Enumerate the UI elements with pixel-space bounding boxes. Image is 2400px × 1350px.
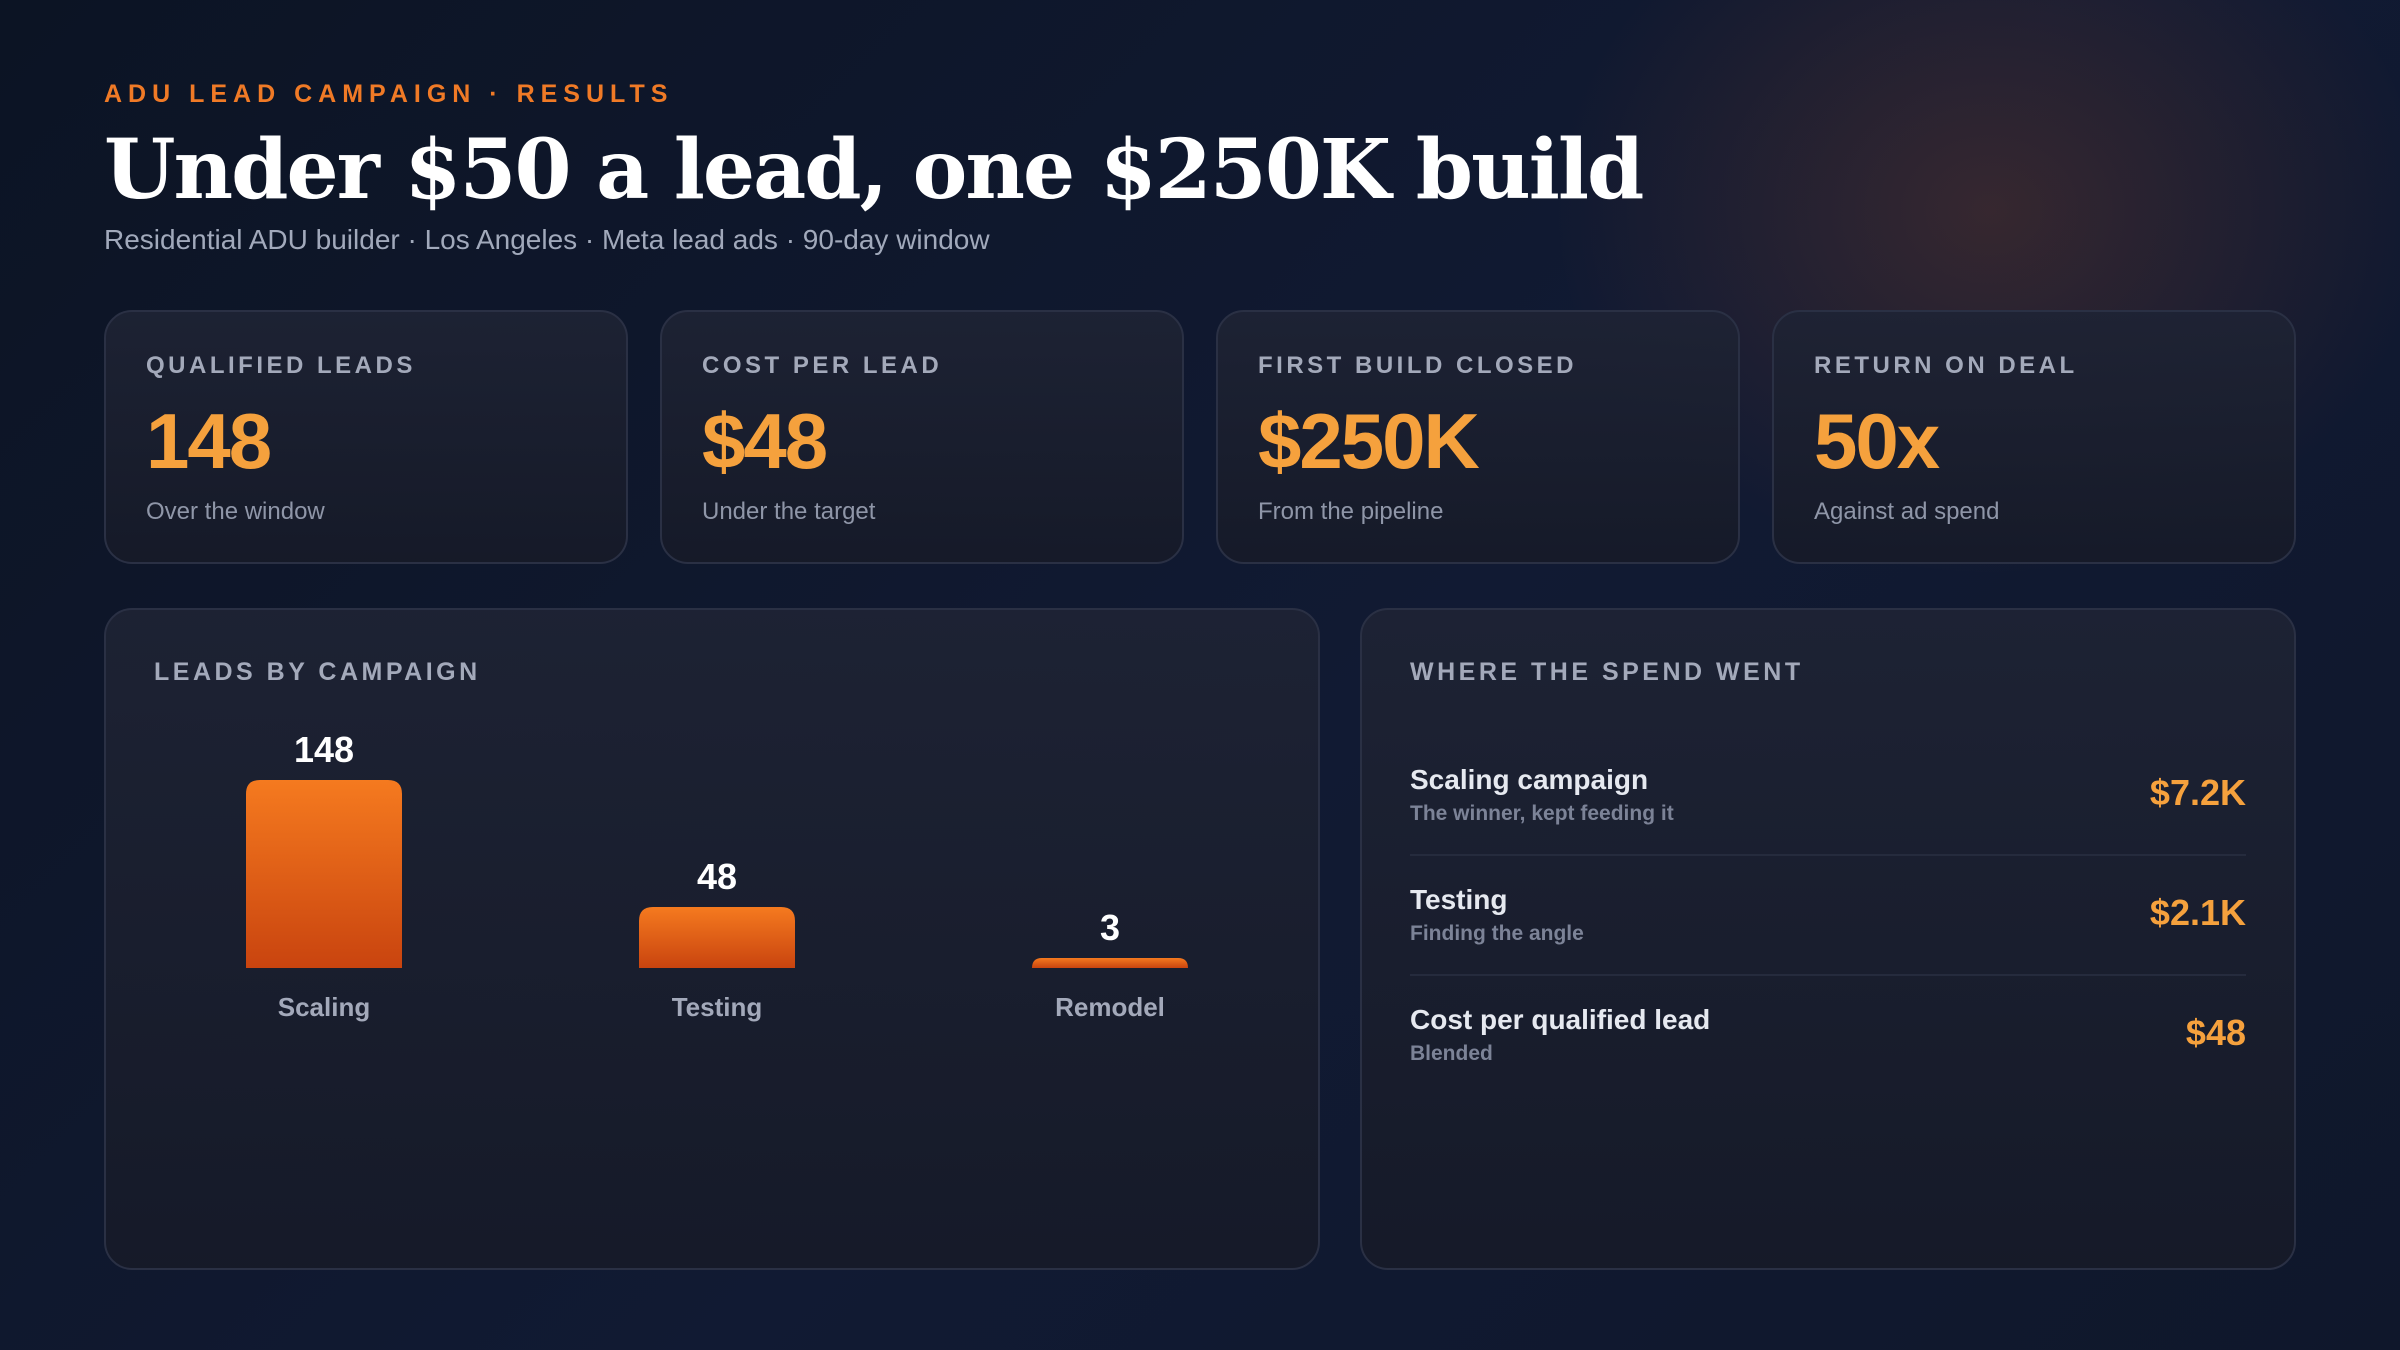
spend-row-note: Blended [1410, 1042, 1493, 1065]
spend-row: Scaling campaign The winner, kept feedin… [1410, 736, 2246, 856]
bar-category-label: Scaling [278, 992, 370, 1022]
kpi-value: 148 [146, 397, 272, 485]
kpi-value: $250K [1258, 397, 1480, 485]
spend-row-name: Cost per qualified lead [1410, 1004, 1711, 1035]
spend-row-name: Testing [1410, 884, 1508, 915]
kpi-value: $48 [702, 397, 828, 485]
kpi-card-cost-per-lead: COST PER LEAD $48 Under the target [660, 310, 1184, 564]
page-title: Under $50 a lead, one $250K build [104, 122, 1644, 218]
leads-bar-chart: 148 Scaling 48 Testing 3 Remodel [246, 729, 1188, 1022]
spend-list: Scaling campaign The winner, kept feedin… [1410, 736, 2246, 1094]
spend-row-amount: $48 [2185, 1012, 2246, 1053]
spend-row-name: Scaling campaign [1410, 764, 1649, 795]
leads-by-campaign-panel: LEADS BY CAMPAIGN 148 Scaling 48 Testing 3 Re… [104, 608, 1320, 1270]
spend-row-amount: $2.1K [2149, 892, 2246, 933]
bar-value-label: 48 [697, 856, 737, 897]
spend-row-note: The winner, kept feeding it [1410, 802, 1674, 825]
panel-title: WHERE THE SPEND WENT [1410, 658, 1804, 686]
bar-value-label: 3 [1100, 907, 1120, 948]
bar-category-label: Testing [672, 992, 763, 1022]
spend-row: Testing Finding the angle $2.1K [1410, 856, 2246, 976]
spend-breakdown-panel: WHERE THE SPEND WENT Scaling campaign Th… [1360, 608, 2296, 1270]
bar-scaling [246, 780, 402, 968]
kpi-note: Against ad spend [1814, 498, 2000, 525]
eyebrow: ADU LEAD CAMPAIGN · RESULTS [104, 80, 674, 108]
kpi-value: 50x [1814, 397, 1940, 485]
kpi-card-return-on-deal: RETURN ON DEAL 50x Against ad spend [1772, 310, 2296, 564]
kpi-note: Under the target [702, 498, 876, 525]
spend-row-amount: $7.2K [2149, 772, 2246, 813]
subtitle: Residential ADU builder · Los Angeles · … [104, 224, 990, 255]
bar-category-label: Remodel [1055, 992, 1165, 1022]
kpi-label: QUALIFIED LEADS [146, 352, 416, 379]
kpi-label: RETURN ON DEAL [1814, 352, 2078, 379]
bar-remodel [1032, 958, 1188, 968]
kpi-card-first-build: FIRST BUILD CLOSED $250K From the pipeli… [1216, 310, 1740, 564]
bar-value-label: 148 [294, 729, 354, 770]
spend-row: Cost per qualified lead Blended $48 [1410, 976, 2246, 1094]
kpi-card-qualified-leads: QUALIFIED LEADS 148 Over the window [104, 310, 628, 564]
bar-testing [639, 907, 795, 968]
kpi-label: FIRST BUILD CLOSED [1258, 352, 1577, 379]
spend-row-note: Finding the angle [1410, 922, 1584, 945]
kpi-note: Over the window [146, 498, 325, 525]
kpi-label: COST PER LEAD [702, 352, 943, 379]
kpi-note: From the pipeline [1258, 498, 1444, 525]
panel-title: LEADS BY CAMPAIGN [154, 658, 481, 686]
